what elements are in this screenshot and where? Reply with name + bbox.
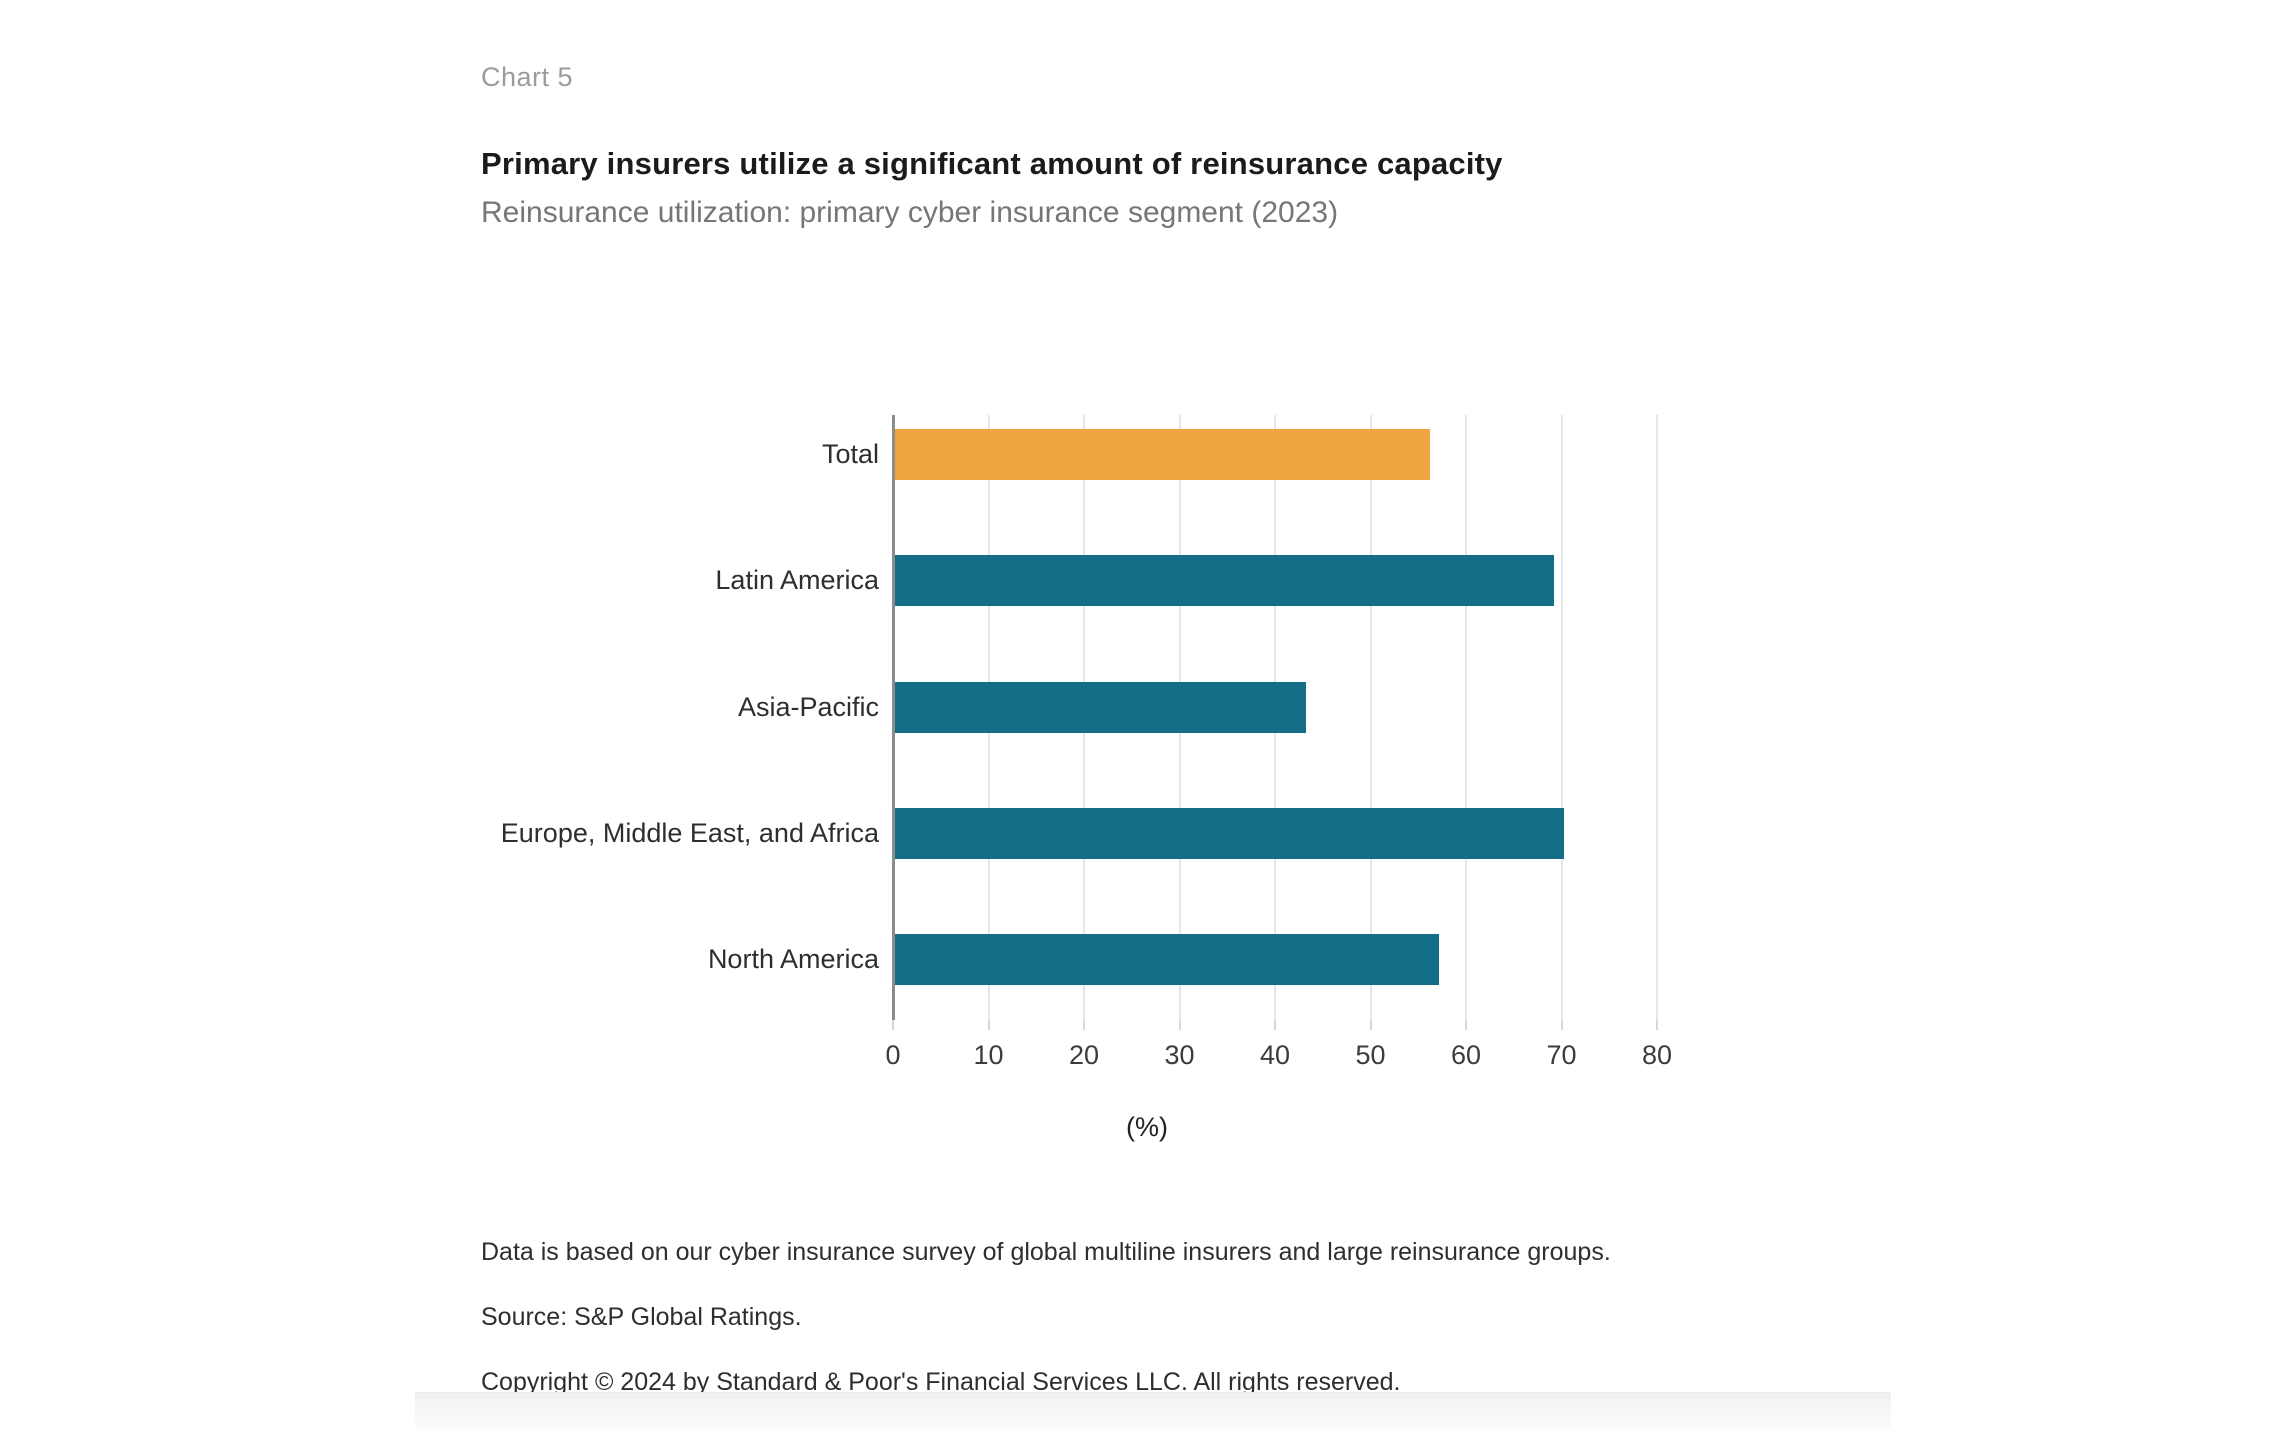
gridline-50 (1369, 415, 1372, 1020)
x-tick-label-40: 40 (1259, 1040, 1291, 1070)
x-tick-mark-20 (1083, 1020, 1085, 1030)
chart-number-label: Chart 5 (481, 62, 574, 92)
bar-chart-plot-area: Total Latin America Asia-Pacific Europe, Mi… (501, 415, 1672, 1070)
footnotes: Data is based on our cyber insurance sur… (481, 1236, 1611, 1429)
gridline-80 (1656, 415, 1658, 1020)
x-tick-label-70: 70 (1546, 1040, 1577, 1070)
x-tick-label-0: 0 (885, 1040, 901, 1070)
x-tick-mark-10 (987, 1020, 990, 1030)
footnote-copyright: Copyright © 2024 by Standard & Poor's Fi… (481, 1368, 1401, 1396)
chart-subtitle: Reinsurance utilization: primary cyber i… (481, 196, 1339, 229)
x-tick-mark-40 (1274, 1020, 1276, 1030)
gridline-70 (1560, 415, 1563, 1020)
category-label: Europe, Middle East, and Africa (500, 817, 879, 848)
x-tick-mark-80 (1656, 1020, 1658, 1030)
x-tick-label-80: 80 (1641, 1040, 1673, 1070)
x-tick-label-10: 10 (973, 1040, 1004, 1070)
footnote-source: Source: S&P Global Ratings. (481, 1303, 802, 1331)
bar-asia-pacific: Asia-Pacific (738, 681, 1306, 733)
y-axis-line (892, 415, 895, 1020)
x-axis-unit-label: (%) (1126, 1112, 1168, 1142)
gridline-60 (1465, 415, 1467, 1020)
x-tick-mark-70 (1560, 1020, 1563, 1030)
bar-total: Total (822, 429, 1430, 480)
x-tick-mark-30 (1178, 1020, 1181, 1030)
bar-north-america: North America (708, 934, 1440, 985)
x-tick-label-50: 50 (1355, 1040, 1386, 1070)
category-label: Latin America (715, 565, 879, 596)
category-label: North America (707, 944, 879, 974)
chart-title: Primary insurers utilize a significant a… (481, 146, 1503, 181)
page-bottom-strip (415, 1392, 1891, 1429)
bar-latin-america: Latin America (715, 555, 1554, 607)
x-tick-mark-60 (1465, 1020, 1467, 1030)
x-tick-label-60: 60 (1450, 1040, 1482, 1070)
category-label: Asia-Pacific (737, 691, 879, 722)
bar-europe-middle-east-and-africa: Europe, Middle East, and Africa (501, 807, 1564, 859)
x-tick-label-20: 20 (1068, 1040, 1100, 1070)
x-tick-mark-0 (892, 1020, 894, 1030)
category-label: Total (821, 439, 879, 469)
x-tick-label-30: 30 (1164, 1040, 1195, 1070)
x-tick-mark-50 (1369, 1020, 1372, 1030)
footnote-data-basis: Data is based on our cyber insurance sur… (481, 1238, 1611, 1266)
